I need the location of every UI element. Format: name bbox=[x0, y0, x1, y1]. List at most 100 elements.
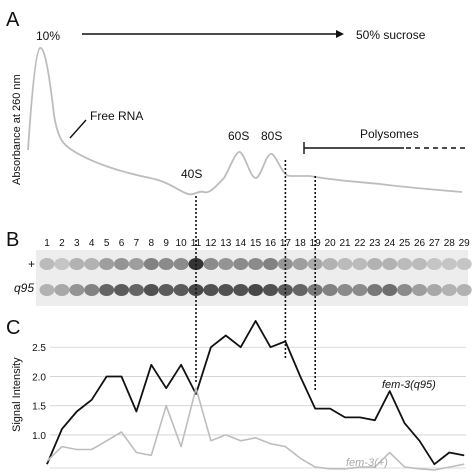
gel-band bbox=[203, 258, 219, 270]
lane-number: 18 bbox=[295, 238, 307, 249]
polysomes-label: Polysomes bbox=[360, 127, 419, 141]
gel-band bbox=[128, 258, 144, 270]
panel-c-letter: C bbox=[6, 317, 20, 339]
gel-band bbox=[412, 284, 427, 296]
lane-number: 25 bbox=[399, 238, 411, 249]
lane-number: 3 bbox=[74, 238, 80, 249]
row-label-plus: + bbox=[28, 257, 35, 271]
gel-band bbox=[367, 258, 383, 270]
series-labels: fem-3(q95) fem-3(+) bbox=[346, 379, 436, 469]
gel-band bbox=[173, 258, 189, 270]
gel-band bbox=[412, 258, 427, 270]
gel-band bbox=[322, 258, 338, 270]
gel-band bbox=[263, 258, 278, 270]
lane-number: 7 bbox=[134, 238, 140, 249]
series-label-q95: fem-3(q95) bbox=[382, 379, 436, 391]
gel-band bbox=[114, 284, 129, 296]
lane-number: 13 bbox=[220, 238, 232, 249]
gel-band bbox=[426, 284, 442, 296]
panel-a: A 10% 50% sucrose Absorbance at 260 nm F… bbox=[6, 9, 466, 196]
gel-band bbox=[263, 284, 278, 296]
gel-band bbox=[352, 258, 368, 270]
panel-c-ylabel: Signal Intensity bbox=[11, 357, 23, 432]
lane-number: 2 bbox=[59, 238, 65, 249]
gel-band bbox=[158, 284, 174, 296]
y-tick-label: 2.0 bbox=[32, 372, 46, 383]
chart-grid bbox=[50, 346, 466, 469]
gel-band bbox=[143, 284, 159, 296]
gel-band bbox=[367, 284, 383, 296]
gel-band bbox=[218, 284, 234, 296]
panel-c: C Signal Intensity 1.0 1.5 2.0 2.5 fem-3(q9… bbox=[6, 317, 466, 471]
gel-band bbox=[69, 258, 85, 270]
lane-number: 23 bbox=[369, 238, 381, 249]
panel-b: B 1 2 3 4 5 6 7 8 9 10 11 12 13 14 15 16 17 18 19 20 21 22 23 2… bbox=[6, 229, 472, 306]
alignment-guides bbox=[195, 160, 317, 392]
gel-band bbox=[54, 258, 70, 270]
gel-band bbox=[292, 284, 308, 296]
gel-band bbox=[39, 258, 55, 270]
gel-band bbox=[84, 284, 100, 296]
panel-a-ylabel: Absorbance at 260 nm bbox=[11, 74, 23, 185]
series-line-plus bbox=[46, 387, 465, 471]
lane-number: 17 bbox=[280, 238, 292, 249]
y-tick-label: 1.5 bbox=[32, 402, 46, 413]
lane-number: 11 bbox=[191, 238, 202, 249]
peak-60s-label: 60S bbox=[228, 129, 249, 143]
gel-band bbox=[456, 284, 472, 296]
gel-band bbox=[397, 258, 413, 270]
gel-band bbox=[218, 258, 234, 270]
gel-band bbox=[292, 258, 308, 270]
free-rna-pointer bbox=[69, 119, 87, 139]
gradient-start-label: 10% bbox=[36, 29, 60, 43]
gel-band bbox=[382, 284, 398, 296]
y-axis-ticks: 1.0 1.5 2.0 2.5 bbox=[32, 343, 46, 442]
gel-band bbox=[69, 284, 85, 296]
gel-band bbox=[352, 284, 368, 296]
y-tick-label: 1.0 bbox=[32, 431, 46, 442]
gel-band bbox=[158, 258, 174, 270]
lane-number: 20 bbox=[325, 238, 337, 249]
lane-number: 4 bbox=[89, 238, 95, 249]
lane-number: 10 bbox=[176, 238, 188, 249]
lane-number: 14 bbox=[235, 238, 247, 249]
gel-band bbox=[456, 258, 472, 270]
gel-band bbox=[173, 284, 189, 296]
gel-band bbox=[203, 284, 219, 296]
lane-number: 6 bbox=[119, 238, 125, 249]
lane-number: 5 bbox=[104, 238, 110, 249]
lane-number: 26 bbox=[414, 238, 426, 249]
gel-band bbox=[382, 258, 398, 270]
gradient-arrow-head bbox=[336, 30, 344, 38]
gel-band bbox=[322, 284, 338, 296]
gel-band bbox=[248, 284, 264, 296]
lane-numbers: 1 2 3 4 5 6 7 8 9 10 11 12 13 14 15 16 17 18 19 20 21 22 23 24 2… bbox=[44, 238, 470, 249]
lane-number: 19 bbox=[310, 238, 322, 249]
gel-band bbox=[248, 258, 264, 270]
lane-number: 1 bbox=[44, 238, 50, 249]
lane-number: 16 bbox=[265, 238, 277, 249]
lane-number: 22 bbox=[354, 238, 366, 249]
gel-band bbox=[39, 284, 55, 296]
gel-band bbox=[143, 258, 159, 270]
gel-band bbox=[99, 258, 115, 270]
chart-series bbox=[46, 319, 465, 471]
lane-number: 15 bbox=[250, 238, 262, 249]
series-line-q95 bbox=[46, 319, 465, 466]
lane-number: 9 bbox=[163, 238, 169, 249]
gel-band bbox=[99, 284, 115, 296]
gel-band bbox=[233, 284, 249, 296]
lane-number: 24 bbox=[384, 238, 396, 249]
gel-band bbox=[128, 284, 144, 296]
absorbance-trace bbox=[27, 47, 463, 196]
row-label-q95: q95 bbox=[14, 281, 34, 295]
lane-number: 27 bbox=[429, 238, 441, 249]
peak-40s-label: 40S bbox=[181, 167, 202, 181]
gel-band bbox=[114, 258, 129, 270]
gel-band bbox=[54, 284, 70, 296]
lane-number: 29 bbox=[459, 238, 471, 249]
gel-band bbox=[441, 258, 457, 270]
gel-band bbox=[337, 258, 353, 270]
lane-number: 8 bbox=[149, 238, 155, 249]
